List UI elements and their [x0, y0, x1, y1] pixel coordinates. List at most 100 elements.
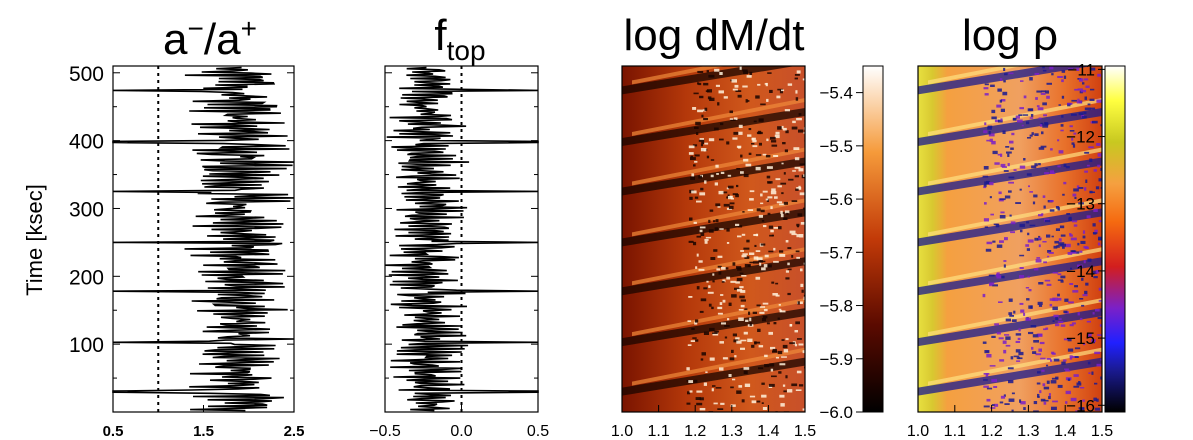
- heatmap-speckle: [719, 341, 724, 344]
- heatmap-speckle: [984, 202, 987, 205]
- heatmap-speckle: [1057, 139, 1060, 142]
- heatmap-speckle: [699, 192, 706, 196]
- heatmap-speckle: [1046, 364, 1049, 367]
- heatmap-speckle: [791, 200, 798, 202]
- heatmap-speckle: [1085, 85, 1090, 88]
- heatmap-speckle: [1016, 357, 1021, 360]
- heatmap-speckle: [701, 114, 704, 118]
- x-tick-label: 0.5: [527, 423, 549, 440]
- heatmap-speckle: [779, 254, 786, 257]
- heatmap-speckle: [787, 292, 791, 296]
- heatmap-speckle: [730, 119, 736, 121]
- panel-ratio-title: a−/a+: [163, 13, 257, 64]
- heatmap-speckle: [749, 252, 755, 255]
- heatmap-speckle: [800, 268, 803, 272]
- heatmap-speckle: [1065, 369, 1071, 372]
- heatmap-speckle: [798, 129, 804, 133]
- heatmap-speckle: [1084, 290, 1088, 295]
- heatmap-streak: [632, 97, 805, 136]
- heatmap-speckle: [1091, 371, 1094, 375]
- heatmap-speckle: [991, 404, 995, 406]
- heatmap-speckle: [787, 247, 792, 249]
- heatmap-speckle: [1051, 377, 1058, 380]
- heatmap-speckle: [733, 339, 739, 343]
- heatmap-speckle: [1087, 334, 1092, 338]
- heatmap-speckle: [743, 247, 750, 250]
- heatmap-speckle: [718, 271, 722, 275]
- heatmap-speckle: [989, 283, 993, 287]
- heatmap-speckle: [718, 190, 724, 195]
- heatmap-speckle: [701, 352, 706, 356]
- heatmap-speckle: [1050, 148, 1053, 151]
- heatmap-speckle: [1093, 232, 1097, 235]
- heatmap-speckle: [1009, 140, 1014, 144]
- heatmap-speckle: [771, 188, 776, 192]
- heatmap-speckle: [779, 250, 784, 253]
- heatmap-speckle: [759, 262, 762, 266]
- heatmap-speckle: [749, 395, 756, 398]
- heatmap-speckle: [1002, 91, 1008, 96]
- heatmap-speckle: [744, 256, 750, 259]
- heatmap-speckle: [1031, 132, 1034, 136]
- heatmap-speckle: [1060, 280, 1064, 283]
- heatmap-speckle: [740, 347, 745, 350]
- heatmap-speckle: [778, 371, 782, 374]
- heatmap-speckle: [742, 69, 748, 72]
- heatmap-speckle: [1046, 358, 1051, 360]
- heatmap-speckle: [716, 268, 721, 271]
- heatmap-speckle: [1063, 359, 1067, 362]
- heatmap-speckle: [740, 339, 747, 342]
- heatmap-speckle: [1015, 349, 1021, 353]
- heatmap-speckle: [740, 154, 743, 158]
- heatmap-speckle: [1004, 334, 1010, 336]
- heatmap-speckle: [767, 264, 772, 268]
- heatmap-speckle: [753, 120, 757, 123]
- heatmap-speckle: [1047, 250, 1052, 253]
- heatmap-speckle: [1077, 88, 1083, 91]
- heatmap-speckle: [780, 213, 784, 218]
- heatmap-speckle: [999, 198, 1006, 201]
- heatmap-speckle: [1059, 225, 1065, 229]
- heatmap-speckle: [993, 386, 998, 388]
- heatmap-speckle: [797, 213, 803, 217]
- heatmap-speckle: [699, 138, 704, 141]
- heatmap-speckle: [784, 149, 788, 153]
- heatmap-speckle: [695, 266, 698, 269]
- x-tick-label: 1.3: [721, 423, 743, 440]
- heatmap-speckle: [1044, 122, 1049, 126]
- heatmap-speckle: [1084, 151, 1090, 154]
- heatmap-speckle: [717, 102, 720, 106]
- heatmap-speckle: [795, 389, 802, 391]
- heatmap-speckle: [799, 192, 805, 196]
- heatmap-speckle: [986, 354, 992, 358]
- heatmap-speckle: [1055, 323, 1060, 327]
- heatmap-speckle: [762, 318, 766, 322]
- heatmap-speckle: [1007, 153, 1010, 157]
- x-tick-label: 1.3: [1017, 423, 1039, 440]
- heatmap-speckle: [983, 184, 987, 188]
- heatmap-speckle: [761, 382, 765, 385]
- heatmap-speckle: [703, 118, 708, 121]
- heatmap-speckle: [1096, 398, 1099, 402]
- heatmap-speckle: [713, 220, 716, 223]
- heatmap-speckle: [1000, 395, 1006, 399]
- heatmap-speckle: [1092, 120, 1098, 124]
- heatmap-speckle: [1098, 287, 1102, 291]
- heatmap-speckle: [781, 192, 784, 195]
- heatmap-speckle: [1074, 196, 1077, 199]
- heatmap-speckle: [767, 72, 772, 74]
- heatmap-speckle: [758, 214, 763, 218]
- heatmap-speckle: [721, 281, 725, 283]
- heatmap-speckle: [762, 407, 768, 410]
- heatmap-speckle: [734, 287, 740, 290]
- heatmap-speckle: [755, 250, 761, 252]
- heatmap-speckle: [705, 371, 708, 373]
- heatmap-speckle: [796, 234, 800, 238]
- heatmap-speckle: [1003, 260, 1007, 262]
- heatmap-speckle: [720, 402, 725, 405]
- heatmap-speckle: [1091, 341, 1095, 344]
- heatmap-speckle: [776, 201, 783, 204]
- heatmap-speckle: [1026, 248, 1030, 251]
- heatmap-speckle: [1060, 324, 1066, 327]
- heatmap-speckle: [794, 330, 798, 333]
